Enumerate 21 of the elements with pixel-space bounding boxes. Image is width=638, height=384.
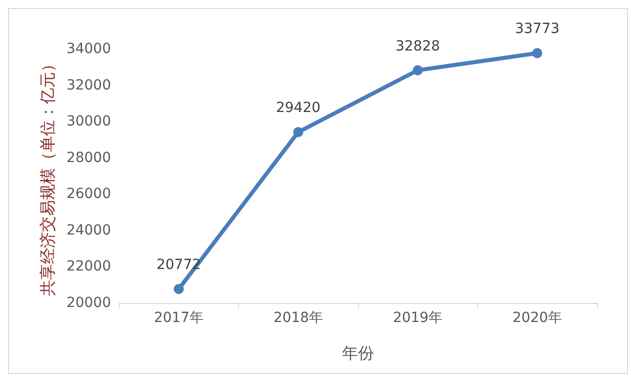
- y-tick-label: 24000: [66, 222, 111, 238]
- point: [412, 65, 423, 76]
- x-tick-label: 2020年: [512, 310, 562, 326]
- data-label: 33773: [514, 21, 560, 38]
- x-tick-label: 2019年: [392, 310, 443, 326]
- y-tick-label: 34000: [66, 41, 111, 57]
- y-tick-label: 26000: [66, 186, 111, 202]
- y-tick-label: 30000: [66, 114, 111, 130]
- point: [174, 284, 184, 294]
- y-tick-label: 32000: [66, 77, 111, 94]
- point: [532, 48, 542, 58]
- data-label: 32828: [395, 38, 440, 54]
- y-tick-label: 20000: [66, 295, 111, 311]
- x-axis-title: 年份: [342, 344, 374, 362]
- x-tick-label: 2018年: [273, 310, 324, 326]
- x-tick-label: 2017年: [154, 310, 204, 326]
- data-label: 29420: [276, 100, 321, 116]
- y-tick-label: 28000: [66, 150, 111, 166]
- y-axis-title: 共享经济交易规模（单位：亿元）: [38, 56, 58, 296]
- point: [293, 127, 304, 138]
- y-tick-label: 22000: [66, 258, 111, 275]
